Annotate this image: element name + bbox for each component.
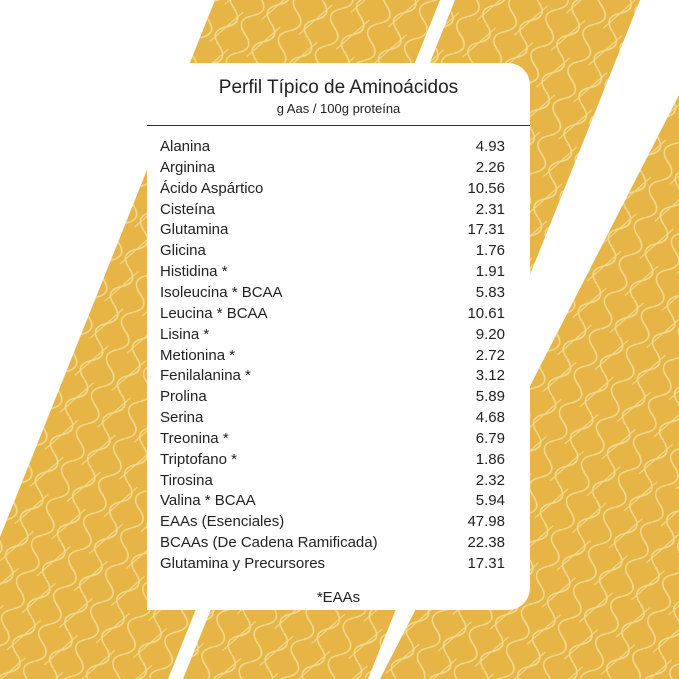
amino-name: BCAAs (De Cadena Ramificada) bbox=[160, 534, 378, 552]
amino-value: 17.31 bbox=[467, 221, 505, 239]
title: Perfil Típico de Aminoácidos bbox=[218, 77, 459, 98]
amino-value: 1.86 bbox=[475, 450, 505, 468]
amino-value: 2.32 bbox=[475, 471, 505, 489]
amino-name: Triptofano * bbox=[160, 450, 237, 468]
amino-name: Fenilalanina * bbox=[160, 367, 251, 385]
subtitle: g Aas / 100g proteína bbox=[276, 101, 401, 116]
divider bbox=[147, 125, 530, 126]
amino-name: Treonina * bbox=[160, 429, 229, 447]
amino-value: 4.68 bbox=[475, 409, 505, 427]
table-card: Perfil Típico de Aminoácidos g Aas / 100… bbox=[147, 63, 530, 610]
amino-name: Cisteína bbox=[160, 200, 216, 218]
footnote: *EAAs bbox=[316, 589, 361, 606]
amino-name: Prolina bbox=[160, 388, 207, 406]
amino-name: Histidina * bbox=[160, 263, 228, 281]
amino-value: 17.31 bbox=[467, 555, 505, 572]
amino-name: EAAs (Esenciales) bbox=[160, 513, 285, 531]
amino-value: 5.94 bbox=[475, 492, 505, 510]
amino-name: Alanina bbox=[160, 138, 211, 155]
amino-value: 2.26 bbox=[475, 158, 505, 176]
amino-value: 1.91 bbox=[475, 263, 505, 281]
amino-value: 3.12 bbox=[475, 367, 505, 385]
amino-value: 22.38 bbox=[467, 534, 505, 552]
amino-name: Ácido Aspártico bbox=[160, 179, 264, 197]
amino-name: Metionina * bbox=[160, 346, 236, 364]
amino-value: 1.76 bbox=[475, 242, 505, 260]
amino-value: 10.61 bbox=[467, 304, 505, 322]
amino-name: Glicina bbox=[160, 242, 206, 260]
amino-value: 2.72 bbox=[475, 346, 505, 364]
amino-name: Serina bbox=[160, 409, 204, 427]
amino-name: Isoleucina * BCAA bbox=[160, 283, 283, 301]
amino-value: 2.31 bbox=[475, 200, 505, 218]
amino-value: 5.83 bbox=[475, 283, 505, 301]
amino-value: 6.79 bbox=[475, 429, 505, 447]
amino-value: 5.89 bbox=[475, 388, 505, 406]
amino-name: Arginina bbox=[160, 158, 216, 176]
amino-value: 47.98 bbox=[467, 513, 505, 531]
amino-value: 4.93 bbox=[475, 138, 505, 155]
amino-name: Lisina * bbox=[160, 325, 210, 343]
amino-name: Tirosina bbox=[160, 471, 213, 489]
amino-name: Glutamina y Precursores bbox=[160, 555, 326, 572]
amino-value: 9.20 bbox=[475, 325, 505, 343]
amino-value: 10.56 bbox=[467, 179, 505, 197]
amino-name: Glutamina bbox=[160, 221, 229, 239]
amino-name: Leucina * BCAA bbox=[160, 304, 268, 322]
amino-name: Valina * BCAA bbox=[160, 492, 256, 510]
